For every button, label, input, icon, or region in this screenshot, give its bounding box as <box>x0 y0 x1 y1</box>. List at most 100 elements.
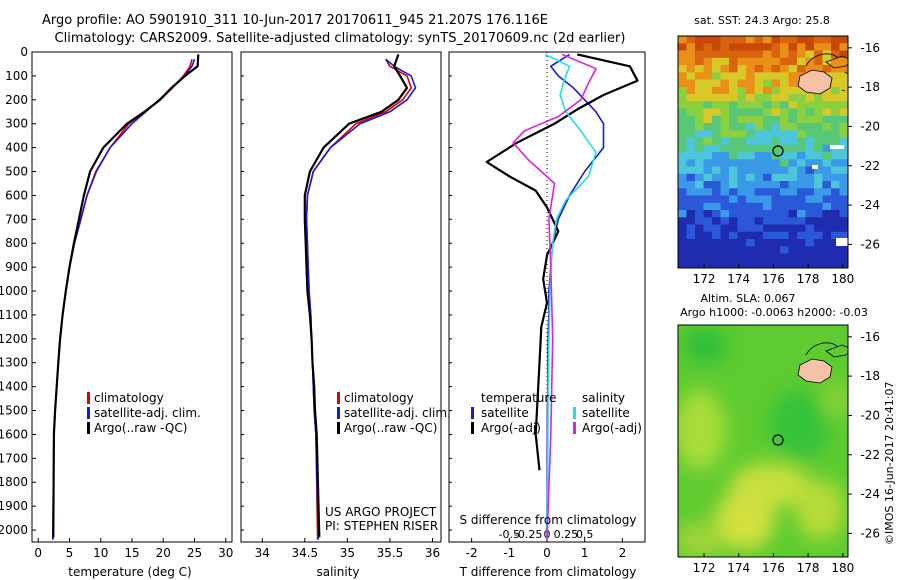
sst-cell <box>720 123 730 131</box>
sla-blob <box>683 327 727 363</box>
sst-cell <box>771 65 781 73</box>
sst-cell <box>822 43 832 51</box>
sst-map-frame <box>677 35 849 269</box>
sst-cell <box>839 50 848 59</box>
map-y-tick-label: -22 <box>860 448 880 462</box>
map-x-tick-label: 174 <box>727 561 750 575</box>
sst-cell <box>788 115 798 124</box>
sst-cell <box>788 217 798 225</box>
sst-cell <box>822 86 832 95</box>
sst-cell <box>754 43 764 51</box>
sst-cell <box>805 181 815 189</box>
sst-cell <box>780 181 789 189</box>
sst-cell <box>822 210 832 218</box>
sst-cell <box>771 94 781 102</box>
sst-cell <box>720 260 730 268</box>
sst-cell <box>797 130 806 138</box>
legend-label-satellite: satellite-adj. clim. <box>344 406 451 420</box>
sst-cell <box>831 79 840 88</box>
sst-cell <box>839 123 848 131</box>
legend-label-climatology: climatology <box>94 391 164 405</box>
sst-cell <box>754 130 764 138</box>
sst-cell <box>686 123 696 131</box>
sst-cell <box>822 130 832 138</box>
sst-cell <box>771 224 781 233</box>
sst-cell <box>788 188 798 196</box>
sst-cell <box>780 253 789 262</box>
sst-cell <box>746 152 755 160</box>
sst-cell <box>695 231 704 240</box>
sst-cell <box>754 115 764 124</box>
sst-cell <box>805 108 815 117</box>
legend-label-s-satellite: satellite <box>582 406 630 420</box>
sst-cell <box>822 65 832 73</box>
sst-cell <box>831 43 840 51</box>
sst-cell <box>737 217 747 225</box>
x-tick-label: 35 <box>340 546 355 560</box>
sst-cell <box>703 202 713 211</box>
sst-cell <box>814 181 823 189</box>
legend-label-climatology: climatology <box>344 391 414 405</box>
sst-cell <box>788 173 798 182</box>
sst-cell <box>839 246 848 254</box>
sst-cell <box>831 253 840 262</box>
sst-cell <box>839 173 848 182</box>
sst-cell <box>712 195 721 204</box>
sst-cell <box>831 188 840 196</box>
sst-cell <box>754 260 764 268</box>
sst-cell <box>780 144 789 153</box>
sst-cell <box>695 137 704 146</box>
sst-cell <box>839 115 848 124</box>
salinity-plot-frame <box>240 51 442 543</box>
sst-cell <box>678 195 687 204</box>
sst-cell <box>686 152 696 160</box>
sst-cell <box>729 144 738 153</box>
header-line-1: Argo profile: AO 5901910_311 10-Jun-2017… <box>42 13 548 28</box>
sla-blob <box>770 390 830 460</box>
sst-cell <box>678 108 687 117</box>
map-y-tick-label: -18 <box>860 80 880 94</box>
sst-cell <box>720 239 730 247</box>
sst-cell <box>805 144 815 153</box>
sst-cell <box>703 195 713 204</box>
sst-cell <box>746 188 755 196</box>
sst-cell <box>703 173 713 182</box>
sst-cell <box>780 224 789 233</box>
sst-cell <box>695 94 704 102</box>
sst-cell <box>754 65 764 73</box>
sst-cell <box>729 50 738 59</box>
series-line-satellite <box>546 53 605 540</box>
sst-cell <box>695 253 704 262</box>
sst-cell <box>763 72 772 80</box>
sst-cell <box>780 195 789 204</box>
sst-cell <box>839 101 848 109</box>
sst-cell <box>754 86 764 95</box>
sst-cell <box>763 260 772 268</box>
salinity-axis-label: salinity <box>316 565 359 579</box>
x-tick-label: 25 <box>187 546 202 560</box>
sst-cell <box>746 137 755 146</box>
sst-cell <box>712 166 721 175</box>
sst-cell <box>737 65 747 73</box>
sst-cell <box>686 36 696 44</box>
sst-cell <box>746 239 755 247</box>
sst-cell <box>763 152 772 160</box>
sst-cell <box>797 115 806 124</box>
reef-contour <box>805 342 839 356</box>
sst-cell <box>771 217 781 225</box>
sst-cell <box>695 202 704 211</box>
map-y-tick-label: -22 <box>860 159 880 173</box>
sst-cell <box>763 253 772 262</box>
sst-cell <box>780 231 789 240</box>
depth-tick-label: 200 <box>5 93 28 107</box>
sst-cell <box>720 115 730 124</box>
legend-swatch-satellite <box>337 407 340 419</box>
sst-cell <box>771 36 781 44</box>
sst-cell <box>814 108 823 117</box>
sst-cell <box>839 72 848 80</box>
sst-cell <box>729 210 738 218</box>
sst-cell <box>839 137 848 146</box>
sst-cell <box>746 181 755 189</box>
sst-cell <box>805 188 815 196</box>
sst-cell <box>729 195 738 204</box>
